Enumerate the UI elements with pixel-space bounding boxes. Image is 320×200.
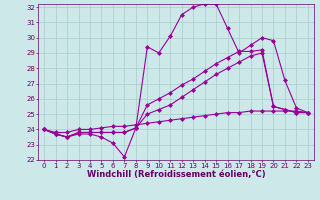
X-axis label: Windchill (Refroidissement éolien,°C): Windchill (Refroidissement éolien,°C) bbox=[87, 170, 265, 179]
